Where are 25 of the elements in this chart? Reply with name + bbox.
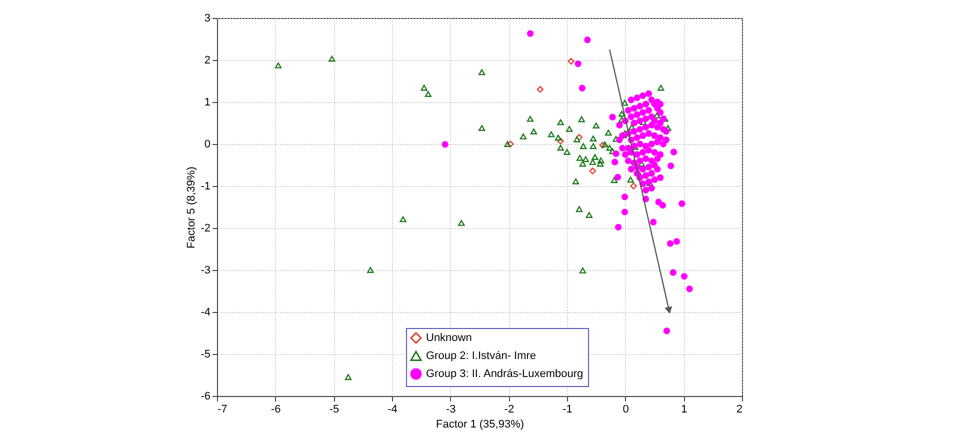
x-tick-label: 2 xyxy=(736,404,742,416)
y-tick-label: -2 xyxy=(200,222,210,234)
y-tick-label: -4 xyxy=(200,306,210,318)
y-tick-label: -6 xyxy=(200,390,210,402)
legend-label: Group 3: II. András-Luxembourg xyxy=(426,368,584,380)
y-tick-label: -1 xyxy=(200,180,210,192)
y-tick-label: 0 xyxy=(204,138,210,150)
x-tick-label: -7 xyxy=(218,404,228,416)
x-tick-label: -6 xyxy=(270,404,281,416)
y-tick-label: -5 xyxy=(200,348,210,360)
x-tick-label: -5 xyxy=(329,404,340,416)
x-tick-label: -3 xyxy=(446,404,456,416)
y-tick-label: -3 xyxy=(200,264,210,276)
legend-label: Group 2: I.István- Imre xyxy=(426,350,536,362)
y-tick-label: 1 xyxy=(204,96,210,108)
x-tick-label: -4 xyxy=(388,404,398,416)
y-tick-label: 2 xyxy=(204,54,210,66)
y-axis-title: Factor 5 (8,39%) xyxy=(186,166,198,248)
x-tick-label: -2 xyxy=(504,404,514,416)
legend-label: Unknown xyxy=(426,332,472,344)
x-tick-label: 1 xyxy=(681,404,688,416)
y-tick-label: 3 xyxy=(204,12,210,24)
x-tick-label: -1 xyxy=(562,404,572,416)
x-tick-label: 0 xyxy=(622,404,629,416)
x-axis-title: Factor 1 (35,93%) xyxy=(436,418,524,430)
